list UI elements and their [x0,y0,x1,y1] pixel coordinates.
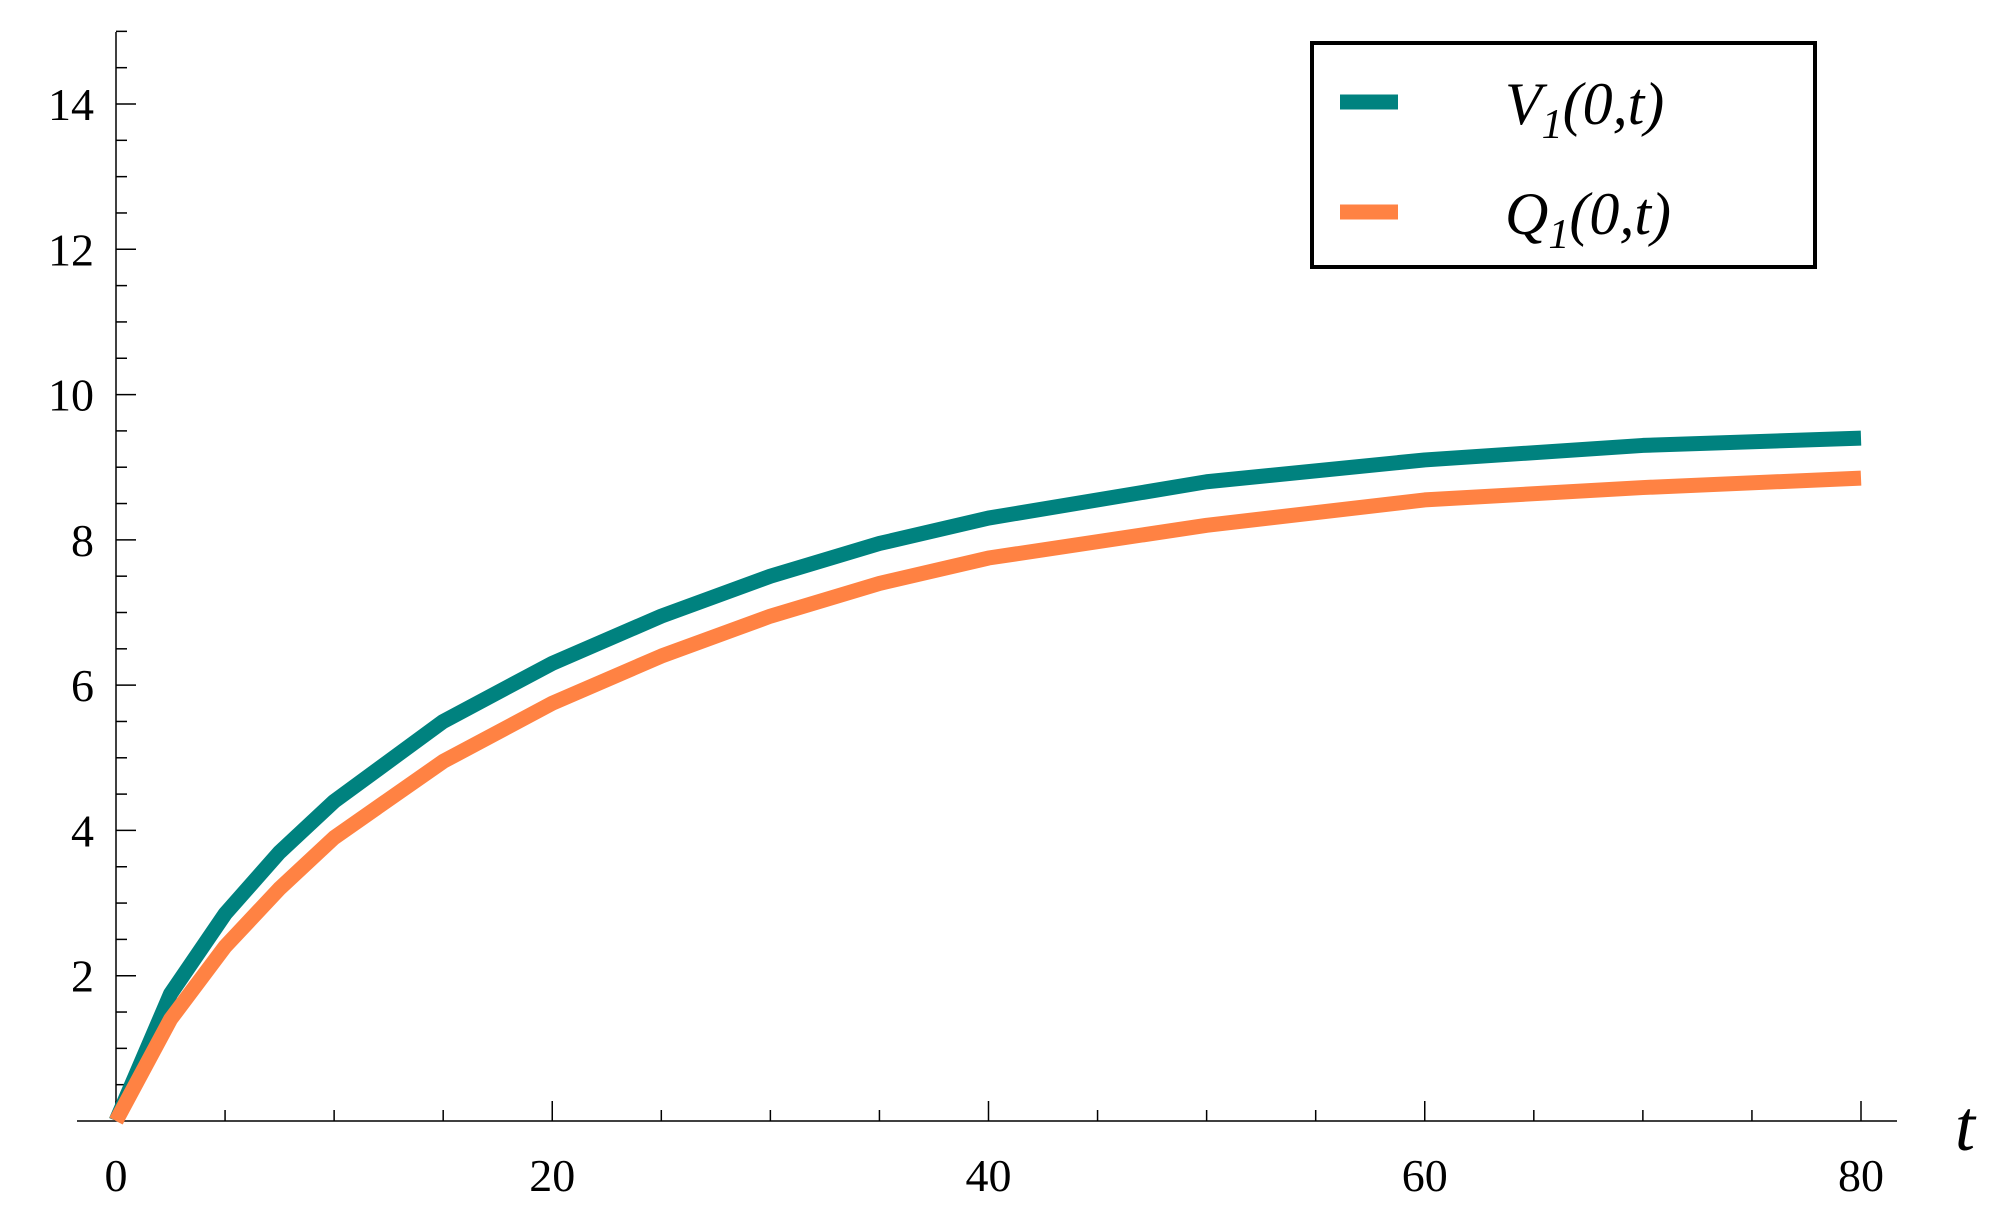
series-lines [109,430,1862,1125]
x-tick-label: 60 [1402,1150,1448,1201]
legend: V1(0,t) Q1(0,t) [1310,41,1817,269]
y-tick-label: 6 [71,660,94,711]
y-tick-label: 10 [48,370,94,421]
axes [77,30,1897,1122]
y-tick-label: 2 [71,951,94,1002]
x-tick-label: 20 [529,1150,575,1201]
tick-labels: 0 20 40 60 80 2 4 6 8 10 12 14 [48,79,1884,1201]
y-tick-label: 14 [48,79,94,130]
x-tick-label: 40 [966,1150,1012,1201]
series-line-q [109,470,1862,1125]
y-tick-label: 4 [71,805,94,856]
legend-label: V1(0,t) [1505,71,1664,148]
legend-label: Q1(0,t) [1505,181,1671,258]
series-line-v [109,430,1862,1124]
x-axis-label: t [1955,1086,1977,1166]
legend-box [1310,41,1817,269]
x-tick-label: 80 [1838,1150,1884,1201]
y-tick-label: 8 [71,515,94,566]
x-tick-label: 0 [105,1150,128,1201]
y-tick-label: 12 [48,224,94,275]
